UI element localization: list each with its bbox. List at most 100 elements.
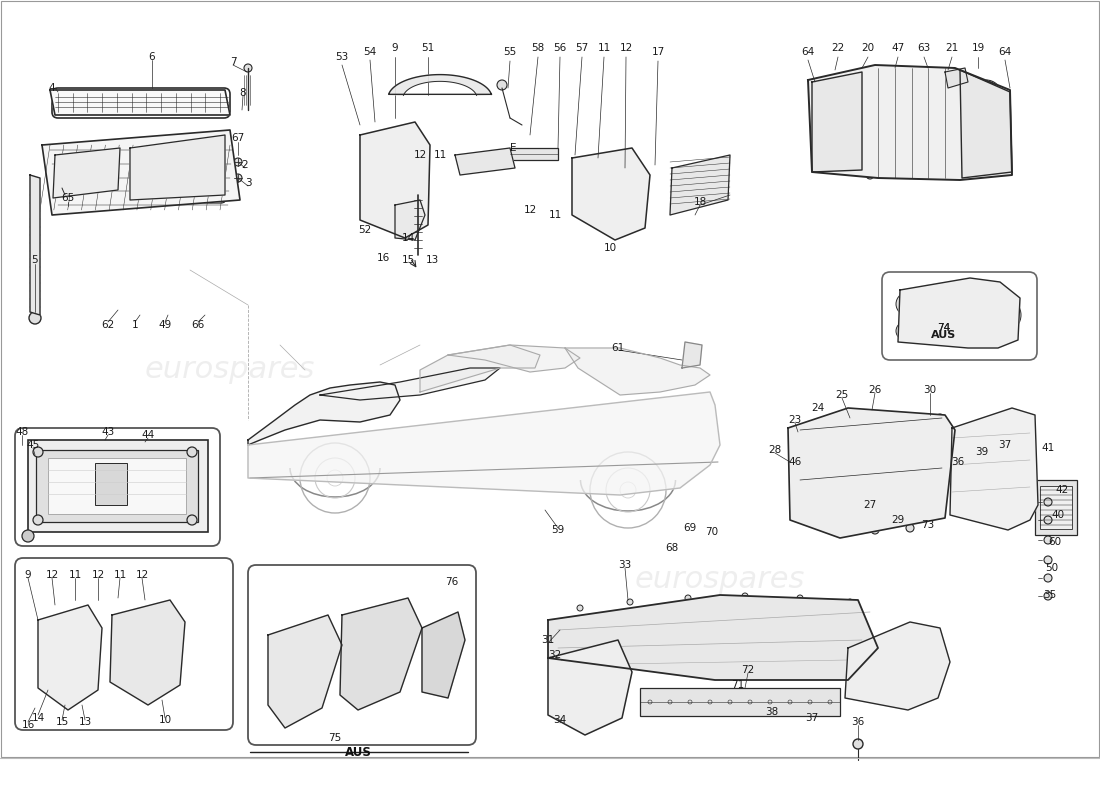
Circle shape (392, 179, 398, 185)
Circle shape (847, 599, 852, 605)
Text: 59: 59 (551, 525, 564, 535)
Circle shape (1044, 574, 1052, 582)
Circle shape (58, 631, 66, 639)
Polygon shape (130, 135, 225, 200)
Polygon shape (548, 595, 878, 680)
Circle shape (871, 424, 879, 432)
Text: 7: 7 (230, 57, 236, 67)
Circle shape (170, 156, 179, 164)
Circle shape (685, 595, 691, 601)
Circle shape (959, 302, 965, 308)
Circle shape (845, 652, 851, 658)
Polygon shape (812, 72, 862, 172)
Circle shape (578, 605, 583, 611)
Text: 2: 2 (242, 160, 249, 170)
Circle shape (474, 158, 482, 166)
Text: 53: 53 (336, 52, 349, 62)
Text: 16: 16 (376, 253, 389, 263)
Circle shape (836, 518, 844, 526)
FancyBboxPatch shape (128, 145, 226, 203)
Circle shape (154, 644, 162, 652)
Text: 17: 17 (651, 47, 664, 57)
Circle shape (78, 624, 86, 632)
Circle shape (1044, 592, 1052, 600)
Text: 62: 62 (101, 320, 114, 330)
Circle shape (29, 312, 41, 324)
Polygon shape (395, 200, 425, 240)
Circle shape (578, 667, 583, 673)
Text: 12: 12 (619, 43, 632, 53)
Circle shape (884, 169, 892, 177)
Circle shape (936, 414, 944, 422)
Circle shape (488, 158, 495, 166)
Circle shape (587, 170, 597, 180)
Ellipse shape (999, 301, 1021, 329)
Circle shape (33, 515, 43, 525)
Circle shape (131, 161, 139, 169)
Circle shape (1044, 556, 1052, 564)
Text: 37: 37 (999, 440, 1012, 450)
Text: 9: 9 (392, 43, 398, 53)
Text: 21: 21 (945, 43, 958, 53)
Circle shape (798, 657, 803, 663)
Text: 15: 15 (55, 717, 68, 727)
Text: 47: 47 (891, 43, 904, 53)
Circle shape (852, 739, 864, 749)
Text: 44: 44 (142, 430, 155, 440)
Ellipse shape (971, 118, 1001, 144)
Text: 50: 50 (1045, 563, 1058, 573)
Polygon shape (360, 122, 430, 238)
Text: 54: 54 (363, 47, 376, 57)
Text: 36: 36 (952, 457, 965, 467)
FancyBboxPatch shape (53, 152, 121, 200)
Circle shape (154, 618, 162, 626)
Text: 1: 1 (132, 320, 139, 330)
Text: 68: 68 (666, 543, 679, 553)
Text: eurospares: eurospares (145, 355, 316, 385)
Circle shape (959, 332, 965, 338)
Circle shape (244, 64, 252, 72)
Text: 12: 12 (91, 570, 104, 580)
Text: 22: 22 (832, 43, 845, 53)
Circle shape (1044, 498, 1052, 506)
Circle shape (136, 648, 144, 656)
Polygon shape (340, 598, 422, 710)
Text: AUS: AUS (932, 330, 957, 340)
Circle shape (151, 158, 160, 166)
Polygon shape (788, 408, 955, 538)
Text: 46: 46 (789, 457, 802, 467)
Text: 73: 73 (922, 520, 935, 530)
Text: 57: 57 (575, 43, 589, 53)
Text: 48: 48 (15, 427, 29, 437)
Text: 60: 60 (1048, 537, 1062, 547)
Circle shape (187, 515, 197, 525)
Circle shape (627, 599, 632, 605)
Circle shape (901, 168, 909, 176)
Text: 33: 33 (618, 560, 631, 570)
Polygon shape (548, 640, 632, 735)
Text: 19: 19 (971, 43, 984, 53)
Circle shape (610, 165, 620, 175)
Polygon shape (248, 382, 400, 445)
Text: 20: 20 (861, 43, 875, 53)
Polygon shape (50, 90, 230, 115)
Circle shape (685, 662, 691, 668)
Bar (28, 440, 208, 532)
Circle shape (1044, 516, 1052, 524)
Circle shape (804, 504, 812, 512)
Polygon shape (110, 600, 185, 705)
Circle shape (22, 530, 34, 542)
Text: 12: 12 (45, 570, 58, 580)
Bar (379, 160, 398, 185)
Circle shape (497, 80, 507, 90)
Bar (510, 148, 558, 160)
Text: 72: 72 (741, 665, 755, 675)
Text: 16: 16 (21, 720, 34, 730)
Circle shape (60, 656, 69, 664)
Polygon shape (572, 148, 650, 240)
Text: 12: 12 (524, 205, 537, 215)
Text: 70: 70 (705, 527, 718, 537)
Polygon shape (845, 622, 950, 710)
Text: 27: 27 (864, 500, 877, 510)
Text: 11: 11 (433, 150, 447, 160)
